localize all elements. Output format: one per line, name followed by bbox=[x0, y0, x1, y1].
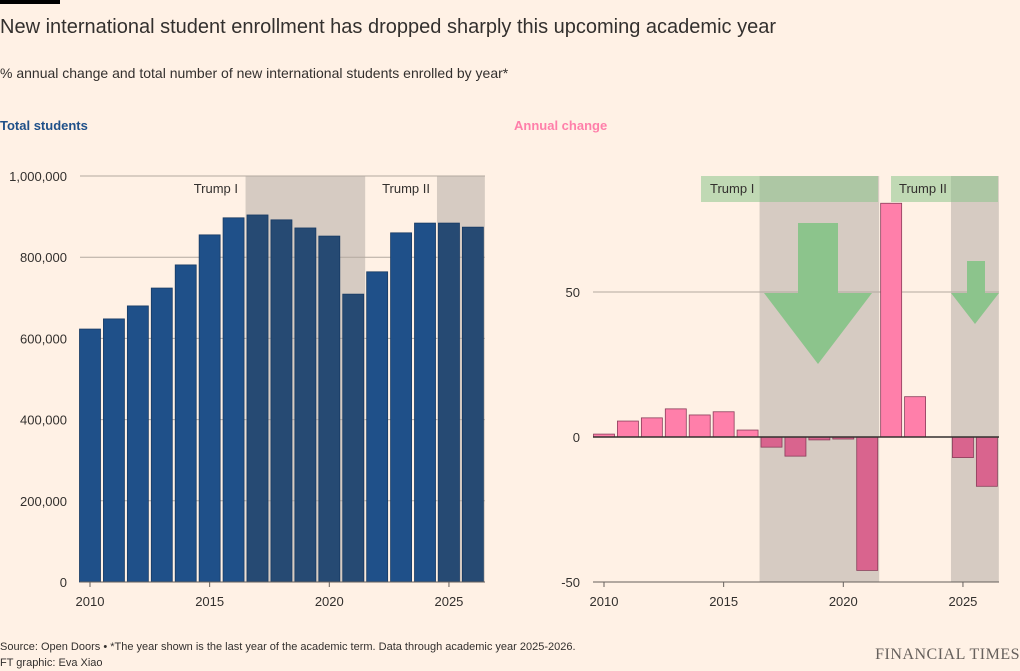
y-tick-label: 800,000 bbox=[20, 250, 67, 265]
bar-2021 bbox=[342, 293, 365, 583]
bar-2022 bbox=[366, 271, 389, 583]
bar-2025 bbox=[438, 222, 460, 583]
y-tick-label: 400,000 bbox=[20, 413, 67, 428]
down-arrow-icon bbox=[951, 261, 999, 324]
bar-2012 bbox=[640, 417, 663, 438]
bar-2020 bbox=[318, 235, 341, 583]
y-tick-label: 200,000 bbox=[20, 494, 67, 509]
bar-2015 bbox=[198, 234, 221, 583]
bar-2013 bbox=[664, 408, 687, 438]
bar-2019 bbox=[294, 227, 317, 583]
y-tick-label: 50 bbox=[566, 285, 580, 300]
bar-2026 bbox=[461, 226, 484, 583]
x-tick-label: 2015 bbox=[709, 594, 738, 609]
right-panel-title: Annual change bbox=[514, 118, 608, 133]
y-tick-label: -50 bbox=[561, 575, 580, 590]
bar-2014 bbox=[174, 264, 197, 583]
bar-2018 bbox=[270, 219, 293, 583]
bar-2022 bbox=[880, 202, 903, 438]
bar-2021 bbox=[856, 436, 879, 571]
bar-2011 bbox=[617, 420, 639, 438]
ft-top-bar bbox=[0, 0, 60, 4]
x-tick-label: 2010 bbox=[76, 594, 105, 609]
left-panel-title: Total students bbox=[0, 118, 88, 133]
chart-title: New international student enrollment has… bbox=[0, 16, 776, 38]
ft-logo: FINANCIAL TIMES bbox=[875, 646, 1020, 663]
down-arrow-icon bbox=[764, 223, 872, 364]
bar-2016 bbox=[222, 217, 245, 583]
bar-2023 bbox=[904, 396, 926, 438]
bar-2014 bbox=[688, 414, 711, 438]
bar-2018 bbox=[784, 436, 807, 457]
x-tick-label: 2025 bbox=[434, 594, 463, 609]
bar-2013 bbox=[150, 287, 173, 583]
bar-2011 bbox=[103, 318, 125, 583]
x-tick-label: 2010 bbox=[590, 594, 619, 609]
bar-2016 bbox=[736, 429, 759, 438]
bar-2012 bbox=[126, 305, 149, 583]
bar-2017 bbox=[760, 436, 783, 448]
bar-2025 bbox=[952, 436, 974, 458]
bar-2024 bbox=[414, 222, 436, 583]
x-tick-label: 2025 bbox=[948, 594, 977, 609]
period-label: Trump II bbox=[899, 181, 947, 196]
y-tick-label: 600,000 bbox=[20, 331, 67, 346]
period-label-box bbox=[701, 176, 878, 202]
shaded-period bbox=[950, 176, 999, 582]
period-label: Trump I bbox=[710, 181, 754, 196]
credit: FT graphic: Eva Xiao bbox=[0, 657, 103, 669]
x-tick-label: 2020 bbox=[315, 594, 344, 609]
y-tick-label: 1,000,000 bbox=[9, 169, 67, 184]
y-tick-label: 0 bbox=[60, 575, 67, 590]
period-label-box bbox=[891, 176, 998, 202]
bar-2010 bbox=[79, 328, 101, 583]
source-note: Source: Open Doors • *The year shown is … bbox=[0, 641, 576, 653]
bar-2017 bbox=[246, 214, 269, 583]
bar-2015 bbox=[712, 411, 735, 438]
chart-subtitle: % annual change and total number of new … bbox=[0, 65, 509, 81]
period-label: Trump II bbox=[382, 181, 430, 196]
period-label: Trump I bbox=[194, 181, 238, 196]
bar-2023 bbox=[390, 232, 412, 583]
y-tick-label: 0 bbox=[573, 430, 580, 445]
bar-2026 bbox=[975, 436, 998, 487]
x-tick-label: 2020 bbox=[829, 594, 858, 609]
x-tick-label: 2015 bbox=[195, 594, 224, 609]
